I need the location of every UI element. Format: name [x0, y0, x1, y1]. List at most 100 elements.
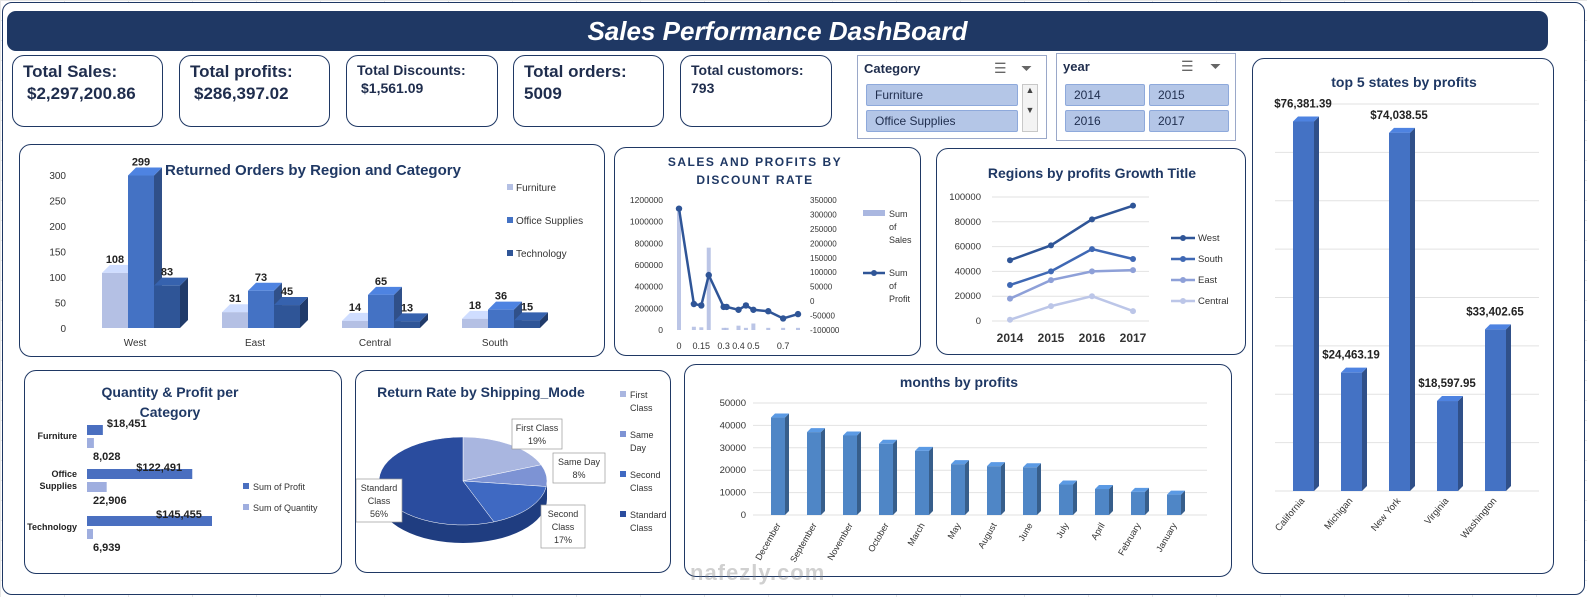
y2-tick-label: 250000 — [810, 225, 837, 234]
y-tick-label: 600000 — [635, 260, 664, 270]
slice-name: Same Day — [558, 457, 601, 467]
kpi-value: $286,397.02 — [194, 84, 289, 103]
bar-side — [420, 313, 428, 328]
x-tick-label: 2015 — [1038, 331, 1065, 345]
x-tick-label: August — [976, 521, 999, 551]
profit-point — [698, 302, 705, 309]
slicer-item-2016[interactable]: 2016 — [1065, 110, 1145, 132]
kpi-label: Total customors: — [691, 62, 804, 78]
bar — [1167, 494, 1181, 515]
slicer-header: Category — [864, 61, 921, 76]
kpi-total-customers: Total customors: 793 — [680, 55, 832, 127]
x-tick-label: Central — [359, 338, 391, 349]
x-tick-label: 2017 — [1120, 331, 1147, 345]
clear-filter-icon[interactable]: ⏷ — [1021, 60, 1033, 76]
y2-tick-label: 150000 — [810, 254, 837, 263]
legend-label: South — [1198, 254, 1223, 265]
y-tick-label: 20000 — [955, 291, 981, 302]
quantity-profit-chart: Quantity & Profit per Category Furniture $1… — [24, 370, 342, 574]
bar — [1095, 489, 1109, 515]
y-tick-label: 0 — [976, 316, 981, 327]
slicer-item-2015[interactable]: 2015 — [1149, 84, 1229, 106]
legend-label: Profit — [889, 294, 911, 304]
sales-bar — [766, 327, 771, 330]
x-tick-label: 0.5 — [747, 341, 760, 351]
sales-bar — [781, 327, 786, 330]
series-point — [1048, 303, 1054, 310]
series-point — [1130, 267, 1136, 274]
y2-tick-label: 100000 — [810, 268, 837, 277]
data-label: $122,491 — [136, 462, 182, 474]
bar — [102, 272, 128, 328]
x-tick-label: April — [1089, 521, 1107, 542]
legend-label: Day — [630, 443, 647, 453]
bar — [342, 320, 368, 328]
top-states-chart: top 5 states by profits $76,381.39 Califor… — [1252, 58, 1554, 574]
y-tick-label: 30000 — [720, 443, 746, 454]
bar — [807, 432, 821, 515]
bar — [87, 529, 93, 539]
shipping-return-chart: Return Rate by Shipping_Mode First Class 1… — [355, 370, 671, 573]
legend-swatch — [507, 250, 513, 256]
y2-tick-label: 200000 — [810, 239, 837, 248]
clear-filter-icon[interactable]: ⏷ — [1210, 58, 1222, 74]
bar — [879, 443, 893, 515]
slicer-item-furniture[interactable]: Furniture — [866, 84, 1018, 106]
profit-point — [723, 303, 730, 311]
y-tick-label: 10000 — [720, 488, 746, 499]
y-tick-label: 40000 — [955, 266, 981, 277]
data-label: 65 — [375, 276, 387, 288]
legend-swatch — [1180, 277, 1186, 283]
bar-side — [929, 446, 933, 515]
legend-swatch — [1180, 235, 1186, 241]
series-point — [1007, 295, 1013, 302]
slice-percent: 56% — [370, 509, 388, 519]
year-slicer[interactable]: year ☰ ⏷ 2014 2015 2016 2017 — [1056, 53, 1236, 141]
x-tick-label: South — [482, 338, 508, 349]
y2-tick-label: 350000 — [810, 196, 837, 205]
slicer-scrollbar[interactable]: ▲ ▼ — [1022, 84, 1038, 132]
bar-side — [1181, 490, 1185, 515]
y2-tick-label: -50000 — [810, 312, 835, 321]
multi-select-icon[interactable]: ☰ — [994, 60, 1007, 76]
multi-select-icon[interactable]: ☰ — [1181, 58, 1194, 74]
slicer-item-office-supplies[interactable]: Office Supplies — [866, 110, 1018, 132]
x-tick-label: California — [1273, 495, 1308, 533]
data-label: 22,906 — [93, 495, 127, 507]
slice-name: Standard — [361, 483, 398, 493]
chart-canvas: months by profits 0 10000 20000 30000 40000 50… — [720, 374, 1207, 564]
x-tick-label: June — [1016, 521, 1034, 543]
data-label: $18,451 — [107, 418, 147, 430]
legend-swatch — [620, 391, 626, 397]
data-label-box — [552, 452, 606, 484]
bar-top — [102, 264, 136, 273]
chart-title: Regions by profits Growth Title — [988, 165, 1196, 181]
kpi-value: 793 — [691, 80, 715, 96]
series-point — [1007, 282, 1013, 289]
watermark: nafezly.com — [690, 560, 826, 585]
slicer-item-2017[interactable]: 2017 — [1149, 110, 1229, 132]
legend-swatch — [507, 217, 513, 223]
bar-top — [1437, 396, 1463, 402]
sales-bar — [706, 247, 711, 330]
y-tick-label: 400000 — [635, 282, 664, 292]
y-tick-label: 100 — [49, 273, 66, 284]
bar-side — [821, 428, 825, 515]
y-tick-label: 0 — [741, 510, 746, 521]
data-label: 8,028 — [93, 451, 121, 463]
slice-percent: 19% — [528, 436, 546, 446]
regions-growth-chart: Regions by profits Growth Title 0 20000 400… — [936, 148, 1246, 355]
chart-title: Category — [140, 404, 201, 420]
data-label-box — [511, 418, 563, 450]
series-point — [1130, 308, 1136, 315]
bar-top — [1023, 463, 1041, 468]
profit-point — [690, 300, 698, 308]
category-slicer[interactable]: Category ☰ ⏷ Furniture Office Supplies ▲… — [857, 55, 1047, 139]
x-tick-label: March — [906, 521, 927, 548]
series-point — [1048, 277, 1054, 284]
sales-bar — [677, 211, 681, 330]
slicer-item-2014[interactable]: 2014 — [1065, 84, 1145, 106]
slice-name: Second — [548, 509, 579, 519]
legend-swatch — [620, 511, 626, 517]
bar — [514, 320, 540, 328]
